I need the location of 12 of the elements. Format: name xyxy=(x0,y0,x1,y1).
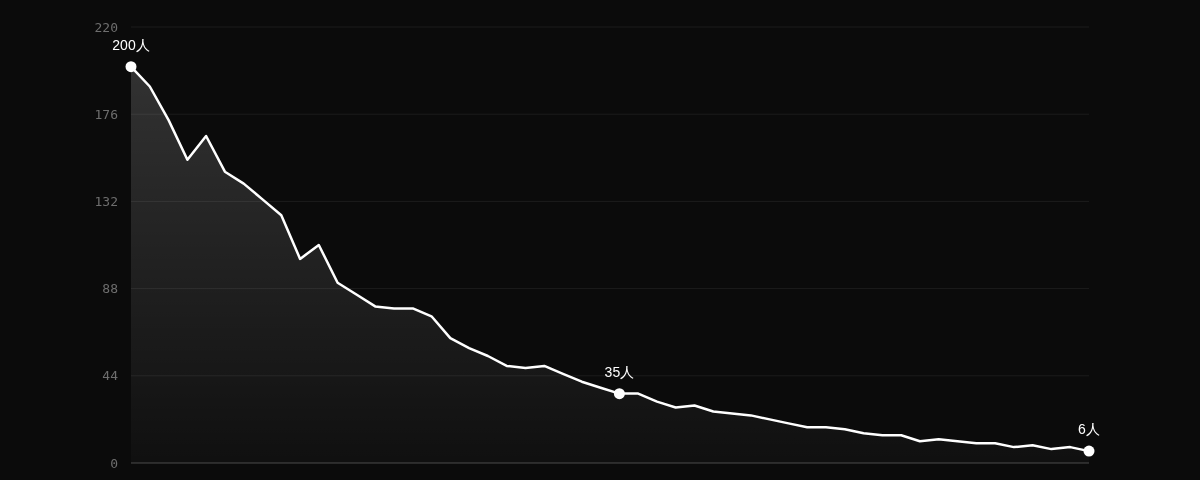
point xyxy=(1083,445,1095,457)
data-label: 200人 xyxy=(112,36,150,53)
data-label: 35人 xyxy=(604,363,635,380)
y-tick-label: 88 xyxy=(102,281,118,297)
y-tick-label: 132 xyxy=(94,193,118,209)
point xyxy=(613,388,625,400)
point xyxy=(125,61,137,73)
y-tick-label: 0 xyxy=(110,455,118,471)
y-tick-label: 220 xyxy=(94,19,118,35)
data-label: 6人 xyxy=(1078,421,1100,438)
y-tick-label: 44 xyxy=(102,368,119,384)
y-tick-label: 176 xyxy=(94,106,118,122)
